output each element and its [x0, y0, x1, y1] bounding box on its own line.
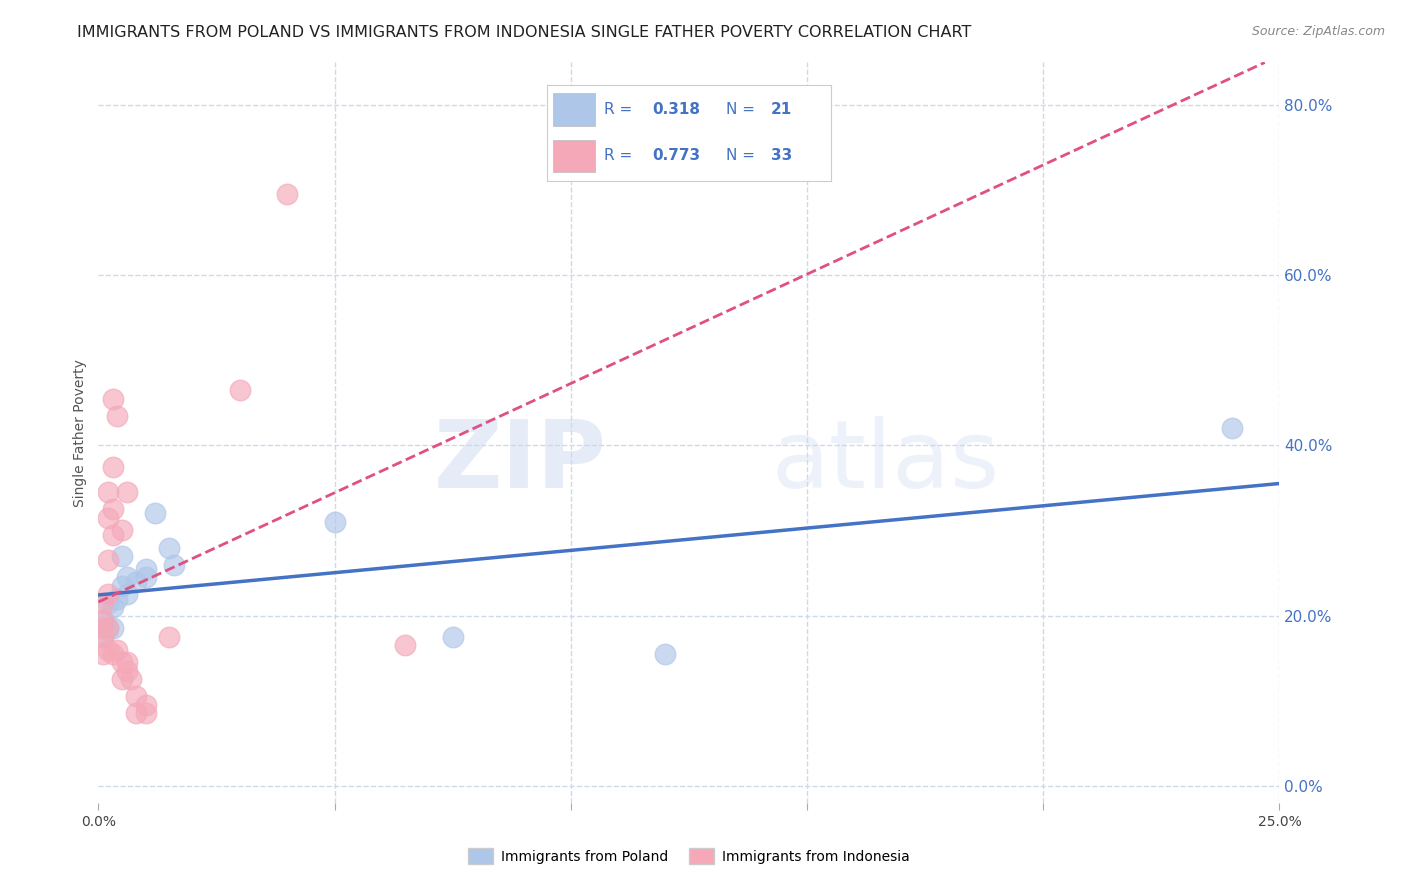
- Point: [91, 613, 114, 627]
- Text: Source: ZipAtlas.com: Source: ZipAtlas.com: [1251, 25, 1385, 38]
- Point: [394, 639, 416, 653]
- Point: [91, 613, 114, 627]
- Point: [654, 647, 676, 661]
- Point: [91, 630, 114, 644]
- Point: [105, 409, 128, 423]
- Text: atlas: atlas: [772, 417, 1000, 508]
- Point: [101, 502, 124, 516]
- Point: [91, 621, 114, 635]
- Point: [111, 656, 134, 670]
- Point: [135, 706, 157, 721]
- Point: [111, 524, 134, 538]
- Point: [125, 690, 148, 704]
- Point: [97, 587, 120, 601]
- Text: ZIP: ZIP: [433, 417, 606, 508]
- Point: [125, 706, 148, 721]
- Point: [143, 507, 166, 521]
- Point: [97, 553, 120, 567]
- Point: [115, 664, 138, 678]
- Point: [101, 392, 124, 406]
- Legend: Immigrants from Poland, Immigrants from Indonesia: Immigrants from Poland, Immigrants from …: [463, 843, 915, 870]
- Point: [97, 596, 120, 610]
- Point: [135, 570, 157, 584]
- Text: IMMIGRANTS FROM POLAND VS IMMIGRANTS FROM INDONESIA SINGLE FATHER POVERTY CORREL: IMMIGRANTS FROM POLAND VS IMMIGRANTS FRO…: [77, 25, 972, 40]
- Point: [97, 621, 120, 635]
- Point: [111, 549, 134, 563]
- Point: [135, 698, 157, 712]
- Point: [1220, 421, 1243, 435]
- Point: [105, 642, 128, 657]
- Point: [101, 600, 124, 615]
- Point: [441, 630, 464, 644]
- Point: [157, 541, 180, 555]
- Point: [125, 574, 148, 589]
- Point: [91, 647, 114, 661]
- Point: [135, 562, 157, 576]
- Point: [97, 510, 120, 524]
- Point: [276, 187, 298, 202]
- Point: [115, 656, 138, 670]
- Point: [115, 485, 138, 500]
- Point: [323, 515, 346, 529]
- Point: [115, 587, 138, 601]
- Point: [97, 642, 120, 657]
- Point: [97, 485, 120, 500]
- Point: [101, 647, 124, 661]
- Point: [97, 621, 120, 635]
- Point: [91, 596, 114, 610]
- Point: [111, 579, 134, 593]
- Point: [163, 558, 186, 572]
- Point: [111, 673, 134, 687]
- Point: [91, 630, 114, 644]
- Point: [229, 383, 252, 397]
- Y-axis label: Single Father Poverty: Single Father Poverty: [73, 359, 87, 507]
- Point: [115, 570, 138, 584]
- Point: [101, 527, 124, 541]
- Point: [101, 459, 124, 474]
- Point: [101, 621, 124, 635]
- Point: [121, 673, 143, 687]
- Point: [105, 591, 128, 606]
- Point: [157, 630, 180, 644]
